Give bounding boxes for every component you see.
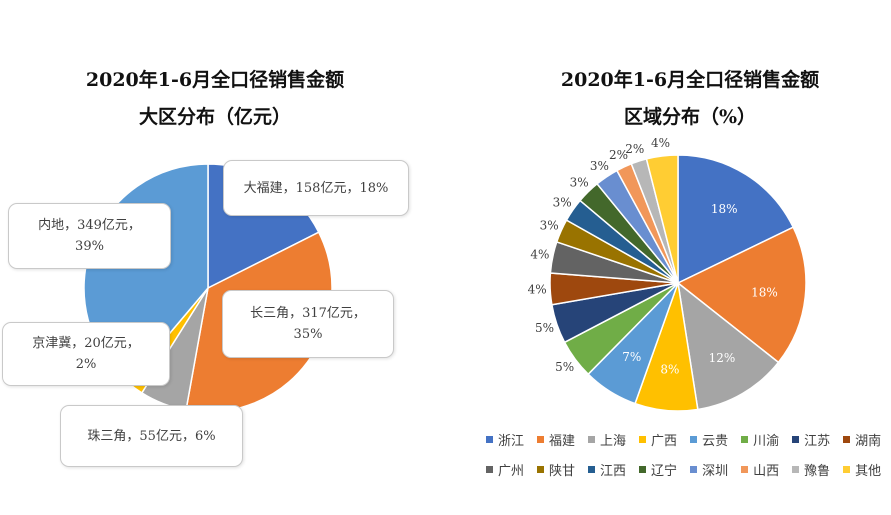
legend-label-豫鲁: 豫鲁	[804, 464, 831, 479]
legend-item-深圳: 深圳	[690, 460, 728, 479]
province-data-label-川渝: 5%	[555, 360, 574, 374]
callout-changsanjiao: 长三角，317亿元， 35%	[222, 290, 394, 358]
callout-changsanjiao-line1: 长三角，317亿元，	[250, 306, 366, 321]
callout-dafujian-text: 大福建，158亿元，18%	[243, 180, 389, 196]
legend-label-上海: 上海	[600, 434, 627, 449]
province-data-label-上海: 12%	[709, 351, 736, 365]
province-data-label-江西: 3%	[553, 196, 572, 210]
legend-swatch-深圳	[690, 466, 698, 473]
legend-swatch-广西	[639, 436, 647, 443]
province-data-label-湖南: 4%	[528, 283, 547, 297]
legend-label-广州: 广州	[498, 464, 525, 479]
province-data-label-其他: 4%	[651, 136, 670, 150]
callout-changsanjiao-line2: 35%	[293, 327, 323, 342]
legend-item-浙江: 浙江	[486, 430, 524, 449]
legend-label-湖南: 湖南	[855, 434, 882, 449]
legend-label-川渝: 川渝	[753, 434, 780, 449]
legend-item-豫鲁: 豫鲁	[792, 460, 830, 479]
legend-swatch-浙江	[486, 436, 493, 443]
callout-jingjinji-line2: 2%	[75, 357, 97, 372]
legend-label-浙江: 浙江	[498, 434, 525, 449]
province-slice-福建	[676, 226, 807, 364]
province-data-label-豫鲁: 2%	[625, 142, 644, 156]
legend-label-山西: 山西	[753, 464, 780, 479]
province-data-label-江苏: 5%	[535, 321, 554, 335]
legend-row-2: 广州 陕甘 江西 辽宁 深圳 山西 豫鲁 其他	[486, 460, 881, 479]
legend-swatch-福建	[537, 436, 545, 443]
province-data-label-浙江: 18%	[711, 202, 738, 216]
callout-neidi: 内地，349亿元， 39%	[8, 203, 171, 269]
legend-item-广西: 广西	[639, 430, 677, 449]
callout-neidi-line2: 39%	[75, 239, 104, 254]
province-data-label-广州: 4%	[530, 248, 549, 262]
callout-jingjinji: 京津冀，20亿元， 2%	[2, 322, 170, 386]
callout-jingjinji-line1: 京津冀，20亿元，	[32, 336, 140, 351]
legend-label-云贵: 云贵	[702, 434, 729, 449]
legend-swatch-辽宁	[639, 466, 647, 473]
legend-swatch-江西	[588, 466, 596, 473]
legend-swatch-陕甘	[537, 466, 545, 473]
legend-swatch-江苏	[792, 436, 800, 443]
chart1-title: 2020年1-6月全口径销售金额	[85, 69, 345, 91]
legend-swatch-山西	[741, 466, 749, 473]
legend-swatch-湖南	[843, 436, 851, 443]
legend-item-陕甘: 陕甘	[537, 460, 575, 479]
legend-label-江苏: 江苏	[804, 434, 831, 449]
legend-item-云贵: 云贵	[690, 430, 728, 449]
callout-zhusanjiao: 珠三角，55亿元，6%	[60, 405, 243, 467]
legend-item-福建: 福建	[537, 430, 575, 449]
legend-item-山西: 山西	[741, 460, 779, 479]
legend-label-辽宁: 辽宁	[651, 464, 678, 479]
callout-zhusanjiao-text: 珠三角，55亿元，6%	[87, 428, 216, 444]
legend-row-1: 浙江 福建 上海 广西 云贵 川渝 江苏 湖南	[486, 430, 881, 449]
province-data-label-辽宁: 3%	[570, 176, 589, 190]
chart2-subtitle: 区域分布（%）	[623, 106, 757, 128]
province-slice-上海	[676, 281, 780, 411]
callout-dafujian: 大福建，158亿元，18%	[223, 160, 409, 216]
province-data-label-福建: 18%	[751, 286, 778, 300]
province-data-label-山西: 2%	[609, 148, 628, 162]
legend-label-陕甘: 陕甘	[549, 464, 576, 479]
province-data-label-陕甘: 3%	[540, 219, 559, 233]
legend-swatch-其他	[843, 466, 851, 473]
legend-swatch-上海	[588, 436, 596, 443]
callout-neidi-line1: 内地，349亿元，	[38, 218, 141, 233]
legend-label-其他: 其他	[855, 464, 882, 479]
legend-label-广西: 广西	[651, 434, 678, 449]
legend-item-其他: 其他	[843, 460, 881, 479]
province-slice-其他	[645, 154, 679, 284]
legend-item-川渝: 川渝	[741, 430, 779, 449]
legend-swatch-云贵	[690, 436, 698, 443]
province-data-label-深圳: 3%	[590, 159, 609, 173]
legend-item-湖南: 湖南	[843, 430, 881, 449]
legend-item-江苏: 江苏	[792, 430, 830, 449]
legend-label-江西: 江西	[600, 464, 627, 479]
legend-swatch-川渝	[741, 436, 749, 443]
legend-item-辽宁: 辽宁	[639, 460, 677, 479]
legend-item-上海: 上海	[588, 430, 626, 449]
chart1-subtitle: 大区分布（亿元）	[138, 106, 291, 128]
province-data-label-云贵: 7%	[622, 350, 641, 364]
province-slice-浙江	[677, 154, 795, 285]
province-data-label-广西: 8%	[660, 363, 679, 377]
legend-item-江西: 江西	[588, 460, 626, 479]
legend-label-深圳: 深圳	[702, 464, 729, 479]
legend-label-福建: 福建	[549, 434, 576, 449]
legend-item-广州: 广州	[486, 460, 524, 479]
legend-swatch-豫鲁	[792, 466, 800, 473]
chart2-title: 2020年1-6月全口径销售金额	[560, 69, 820, 91]
legend-swatch-广州	[486, 466, 493, 473]
